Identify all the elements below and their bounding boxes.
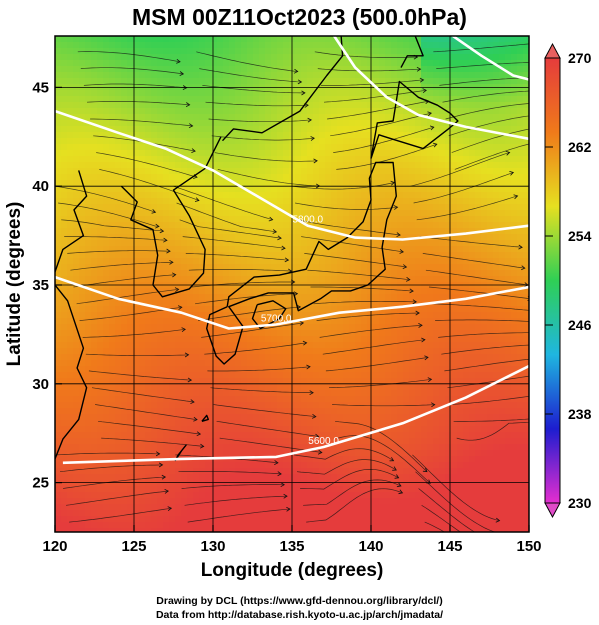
axis-ticks: 120 125 130 135 140 145 150 25 30 35 40 45 [32,79,541,555]
colorbar-tick-label: 246 [568,317,592,333]
contour-line [332,36,529,141]
colorbar-tick-label: 262 [568,139,592,155]
y-tick-label: 25 [32,475,49,492]
x-axis-label: Longitude (degrees) [201,560,384,581]
height-contours: 5600.0 5700.0 5800.0 [55,36,529,465]
map-chart: 5600.0 5700.0 5800.0 120 125 130 135 140 145 150… [4,35,592,581]
x-tick-label: 145 [437,538,462,555]
x-tick-label: 130 [200,538,225,555]
grid-lines [55,36,529,532]
chart-title: MSM 00Z11Oct2023 (500.0hPa) [132,4,467,30]
contour-label: 5800.0 [293,215,324,226]
colorbar-max-arrow [544,42,561,59]
y-tick-label: 40 [32,178,49,195]
temperature-field [55,36,529,532]
credit-data: Data from http://database.rish.kyoto-u.a… [155,609,444,621]
colorbar-body [544,57,561,504]
colorbar-tick-label: 270 [568,50,592,66]
x-tick-label: 140 [358,538,383,555]
contour-line [450,36,529,81]
y-axis-label: Latitude (degrees) [4,202,25,367]
contour-label: 5600.0 [308,436,339,447]
x-tick-label: 125 [121,538,146,555]
colorbar-tick-label: 254 [568,228,592,244]
credit-drawing: Drawing by DCL (https://www.gfd-dennou.o… [156,595,443,607]
x-tick-label: 150 [516,538,541,555]
contour-line [62,364,529,465]
x-tick-label: 120 [42,538,67,555]
y-tick-label: 30 [32,376,49,393]
y-tick-label: 35 [32,277,49,294]
colorbar-ticks: 230 238 246 254 262 270 [545,50,592,511]
colorbar-tick-label: 230 [568,495,592,511]
coastlines [55,36,459,462]
credits: Drawing by DCL (https://www.gfd-dennou.o… [0,594,599,622]
x-tick-label: 135 [279,538,304,555]
colorbar-tick-label: 238 [568,406,592,422]
colorbar-min-arrow [544,502,561,519]
contour-line [55,109,529,241]
contour-line [55,275,529,330]
colorbar: 230 238 246 254 262 270 [544,42,592,519]
y-tick-label: 45 [32,79,49,96]
contour-label: 5700.0 [261,314,292,325]
